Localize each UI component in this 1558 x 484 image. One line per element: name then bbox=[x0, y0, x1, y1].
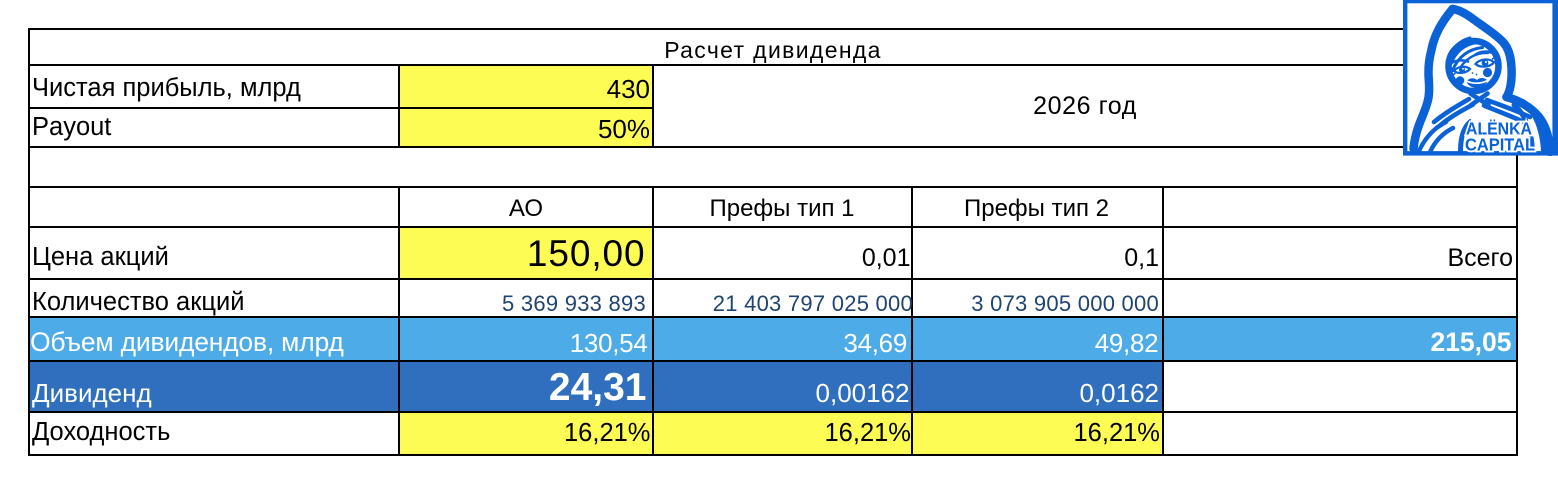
svg-text:CAPITAL: CAPITAL bbox=[1465, 135, 1535, 155]
svg-text:ALËNKA: ALËNKA bbox=[1466, 118, 1532, 138]
